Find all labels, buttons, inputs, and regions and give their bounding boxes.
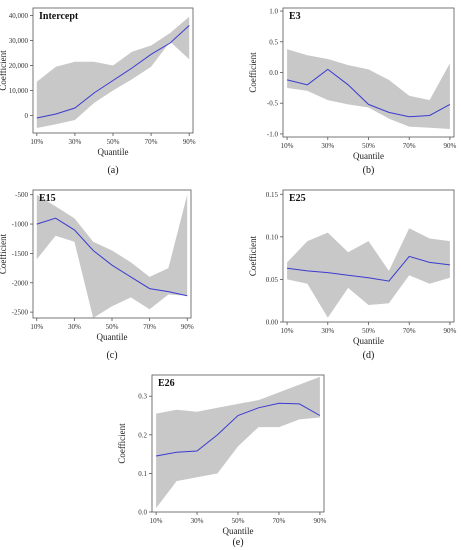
panel-caption: (d) [363,350,375,361]
chart-panel-e26: 0.0 0.1 0.2 0.3 10% 30% 50% 70% 90% E26 Quantile Co… [117,374,326,548]
coefficient-line [36,25,190,119]
x-tick-label: 90% [183,138,196,146]
confidence-band [36,16,190,128]
y-axis-title: Coefficient [248,52,258,93]
y-tick-label: -2500 [12,309,29,317]
coefficient-line [36,217,188,297]
chart-panel-intercept: 0 10,000 20,000 30,000 40,000 10% 30% 50% 70% 90%… [0,7,196,176]
x-tick-label: 70% [403,327,416,335]
x-axis-title: Quantile [353,151,384,161]
x-tick-label: 10% [30,138,43,146]
x-tick-label: 10% [281,142,294,150]
x-tick-label: 30% [191,517,204,525]
panel-caption: (c) [106,350,117,361]
x-axis-title: Quantile [98,147,129,157]
y-tick-label: 0.2 [138,431,147,439]
panel-caption: (b) [363,165,375,176]
confidence-band [156,376,320,509]
y-tick-label: 1.0 [269,8,278,16]
confidence-band [287,228,450,318]
chart-panel-e3: -1.0 -0.5 0.0 0.5 1.0 10% 30% 50% 70% 90% E3 Quanti… [248,8,457,176]
x-axis-title: Quantile [223,526,254,536]
y-tick-label: 0.00 [266,319,279,327]
y-tick-label: 40,000 [9,12,29,20]
y-tick-label: -2000 [12,279,29,287]
y-axis-title: Coefficient [0,50,8,91]
x-tick-label: 70% [273,517,286,525]
coefficient-line [287,255,450,282]
x-tick-label: 10% [150,517,163,525]
panel-title: E3 [289,11,301,22]
y-tick-label: 0.0 [138,509,147,517]
x-axis-title: Quantile [353,336,384,346]
coefficient-line [286,68,451,118]
panel-caption: (a) [107,165,118,176]
x-tick-label: 30% [68,138,81,146]
y-tick-label: 20,000 [9,62,29,70]
confidence-band [36,194,188,318]
y-axis-title: Coefficient [0,233,8,274]
panel-title: Intercept [39,11,79,22]
chart-panel-e15: -2500 -2000 -1500 -1000 -500 10% 30% 50% 70% 90% E… [0,189,194,361]
panel-title: E26 [158,378,175,389]
x-tick-label: 50% [107,138,120,146]
y-tick-label: 0 [25,112,29,120]
chart-panel-e25: 0.00 0.05 0.10 0.15 10% 30% 50% 70% 90% E25 Quanti… [248,189,457,361]
x-tick-label: 30% [321,327,334,335]
x-tick-label: 30% [68,323,81,331]
x-tick-label: 70% [145,138,158,146]
panel-title: E15 [39,193,56,204]
x-tick-label: 50% [106,323,119,331]
y-tick-label: 0.15 [266,191,279,199]
x-tick-label: 90% [444,327,457,335]
y-tick-label: -0.5 [267,100,279,108]
x-tick-label: 90% [313,517,326,525]
y-axis-title: Coefficient [248,235,258,276]
y-tick-label: 0.1 [138,470,147,478]
y-tick-label: 0.10 [266,233,279,241]
x-tick-label: 90% [444,142,457,150]
x-axis-title: Quantile [97,332,128,342]
coefficient-line [156,402,321,457]
confidence-band [287,49,450,130]
x-tick-label: 50% [362,327,375,335]
x-tick-label: 10% [281,327,294,335]
y-tick-label: 0.5 [269,38,278,46]
x-tick-label: 90% [181,323,194,331]
x-tick-label: 70% [403,142,416,150]
y-tick-label: 30,000 [9,37,29,45]
y-tick-label: -1.0 [267,130,279,138]
panel-caption: (e) [232,537,243,548]
y-tick-label: 0.05 [266,276,279,284]
y-tick-label: 0.0 [269,69,278,77]
x-tick-label: 50% [232,517,245,525]
x-tick-label: 50% [362,142,375,150]
y-tick-label: -500 [15,191,28,199]
y-tick-label: -1500 [12,250,29,258]
x-tick-label: 70% [143,323,156,331]
x-tick-label: 30% [321,142,334,150]
y-tick-label: 0.3 [138,393,147,401]
y-tick-label: 10,000 [9,87,29,95]
y-tick-label: -1000 [12,221,29,229]
y-axis-title: Coefficient [117,423,127,464]
panel-title: E25 [289,193,306,204]
x-tick-label: 10% [30,323,43,331]
